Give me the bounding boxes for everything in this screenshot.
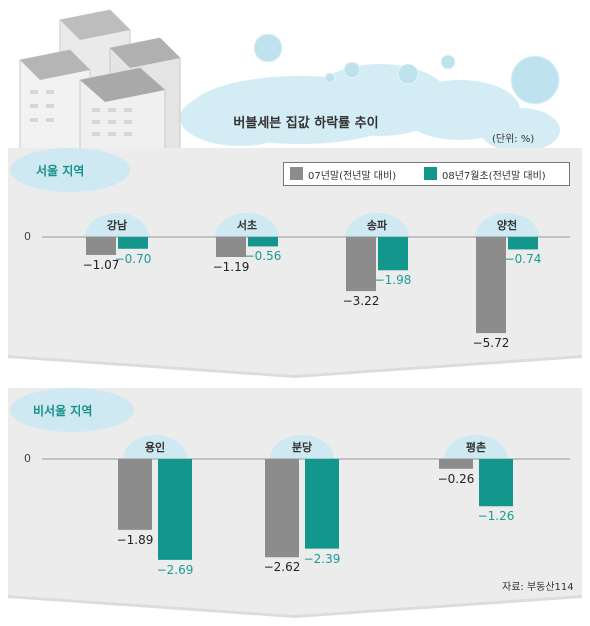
legend-swatch-07 [290, 167, 303, 180]
category-label: 용인 [144, 441, 166, 454]
bar [248, 237, 278, 247]
bar [508, 237, 538, 250]
data-label: −1.98 [374, 273, 412, 288]
data-label: −5.72 [472, 336, 510, 351]
category-bubble [85, 213, 149, 237]
category-label: 서초 [236, 219, 258, 232]
bar [158, 459, 192, 560]
apartment-buildings [19, 9, 181, 151]
data-label: −0.56 [244, 249, 282, 264]
bar [86, 237, 116, 255]
bar [378, 237, 408, 271]
nonseoul-zero-label: 0 [24, 452, 31, 465]
seoul-panel-label: 서울 지역 [36, 164, 85, 178]
bubble-cloud [180, 64, 560, 152]
data-label: −1.19 [212, 259, 250, 274]
data-label: −1.89 [116, 532, 154, 547]
data-label: −2.69 [156, 562, 194, 577]
source-label: 자료: 부동산114 [502, 582, 574, 593]
category-label: 분당 [291, 441, 313, 454]
data-label: −1.26 [477, 509, 515, 524]
seoul-label-bubble [10, 148, 130, 192]
legend-swatch-08 [424, 167, 437, 180]
legend-label-08: 08년7월초(전년말 대비) [442, 171, 546, 182]
bar [476, 237, 506, 334]
data-label: −2.39 [303, 551, 341, 566]
unit-label: (단위: %) [492, 134, 535, 145]
category-label: 송파 [366, 219, 388, 232]
category-bubble [444, 435, 508, 459]
category-label: 강남 [106, 219, 128, 232]
bar [216, 237, 246, 257]
bar [305, 459, 339, 549]
bar [118, 459, 152, 530]
nonseoul-panel-label: 비서울 지역 [33, 404, 93, 418]
category-label: 평촌 [465, 441, 487, 454]
data-label: −0.74 [504, 252, 542, 267]
legend: 07년말(전년말 대비) 08년7월초(전년말 대비) [283, 162, 570, 186]
data-label: −0.26 [437, 471, 475, 486]
category-label: 양천 [496, 219, 518, 232]
bar [346, 237, 376, 292]
seoul-panel-bg [8, 148, 582, 375]
category-bubble [215, 213, 279, 237]
bubble-spheres [253, 33, 560, 105]
chart-title: 버블세븐 집값 하락률 추이 [233, 116, 379, 131]
category-bubble [270, 435, 334, 459]
legend-label-07: 07년말(전년말 대비) [308, 171, 397, 182]
data-label: −3.22 [342, 294, 380, 309]
category-bubble [475, 213, 539, 237]
bar [118, 237, 148, 249]
bar [479, 459, 513, 507]
bar [265, 459, 299, 558]
nonseoul-label-bubble [10, 388, 134, 432]
category-bubble [345, 213, 409, 237]
seoul-zero-label: 0 [24, 230, 31, 243]
data-label: −1.07 [82, 257, 120, 272]
category-bubble [123, 435, 187, 459]
data-label: −0.70 [114, 251, 152, 266]
data-label: −2.62 [263, 560, 301, 575]
bar [439, 459, 473, 469]
